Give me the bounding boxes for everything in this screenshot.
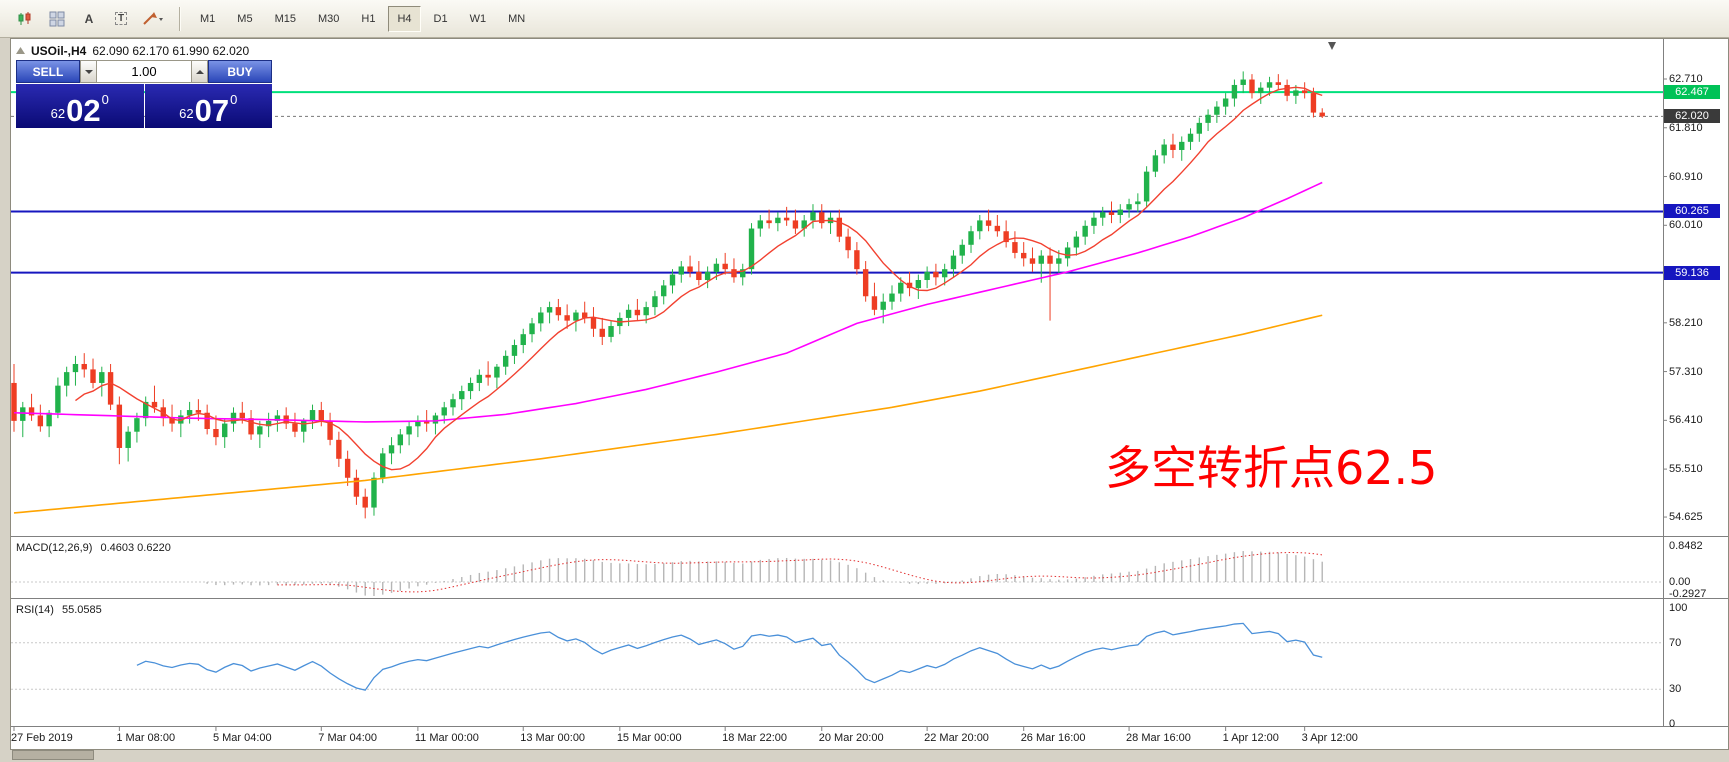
- volume-input[interactable]: [97, 60, 191, 83]
- trade-prices-row: 62 02 0 62 07 0: [16, 84, 272, 128]
- rsi-label: RSI(14) 55.0585: [16, 604, 102, 616]
- sell-button[interactable]: SELL: [16, 60, 80, 83]
- profiles-icon[interactable]: [42, 5, 72, 33]
- window-separator-macd[interactable]: [10, 535, 1729, 539]
- trade-panel-toggle-icon[interactable]: [16, 47, 25, 55]
- chevron-down-icon: [84, 69, 93, 74]
- buy-button[interactable]: BUY: [208, 60, 272, 83]
- timeframe-M30[interactable]: M30: [317, 12, 340, 25]
- font-tool-glyph: A: [84, 11, 94, 26]
- timeframe-group: M1 M5 M15 M30 H1 H4 D1 W1 MN: [191, 5, 534, 32]
- timeframe-M5[interactable]: M5: [237, 12, 253, 25]
- ma-fast-line: [75, 86, 1323, 471]
- chart-window: [10, 38, 1729, 750]
- volume-up-button[interactable]: [191, 60, 208, 83]
- candles-glyph: [18, 11, 31, 25]
- chart-header: USOil-,H4 62.090 62.170 61.990 62.020: [16, 44, 249, 58]
- timeframe-W1[interactable]: W1: [469, 12, 487, 25]
- macd-signal-line: [277, 552, 1323, 593]
- bid-price-button[interactable]: 62 02 0: [16, 84, 144, 128]
- rsi-title: RSI(14): [16, 604, 54, 616]
- one-click-trade-panel: SELL BUY 62 02 0 62 07 0: [16, 60, 272, 128]
- ma-slow-line: [13, 314, 1323, 514]
- toolbar-separator: [179, 6, 180, 31]
- main-plot: [11, 71, 1663, 519]
- arrow-glyph: [143, 11, 163, 25]
- window-separator-rsi[interactable]: [10, 597, 1729, 601]
- bottom-strip: [0, 750, 1729, 762]
- rsi-plot: [11, 622, 1663, 691]
- ohlc-readout: 62.090 62.170 61.990 62.020: [92, 44, 250, 58]
- timeframe-M1[interactable]: M1: [200, 12, 216, 25]
- timeframe-H1[interactable]: H1: [361, 12, 376, 25]
- chart-text-annotation[interactable]: 多空转折点62.5: [1105, 441, 1438, 495]
- volume-down-button[interactable]: [80, 60, 97, 83]
- shapes-tool-icon[interactable]: [138, 5, 168, 33]
- bid-pipette: 0: [101, 92, 109, 107]
- new-chart-icon[interactable]: [10, 5, 40, 33]
- timeframe-H4[interactable]: H4: [388, 5, 421, 32]
- macd-values: 0.4603 0.6220: [100, 542, 171, 554]
- text-tool-glyph: T: [114, 12, 128, 25]
- macd-title: MACD(12,26,9): [16, 542, 93, 554]
- macd-plot: [11, 551, 1663, 596]
- bid-big-digits: 02: [66, 92, 101, 128]
- font-tool-icon[interactable]: A: [74, 5, 104, 33]
- bid-prefix: 62: [50, 106, 66, 121]
- scrollbar-thumb[interactable]: [12, 750, 94, 760]
- timeframe-M15[interactable]: M15: [274, 12, 296, 25]
- macd-histogram: [206, 551, 1323, 596]
- symbol-title: USOil-,H4: [31, 44, 87, 58]
- rsi-line: [136, 622, 1323, 691]
- ask-price-button[interactable]: 62 07 0: [144, 84, 272, 128]
- timeframe-MN[interactable]: MN: [508, 12, 526, 25]
- ask-pipette: 0: [230, 92, 238, 107]
- toolbar: A T M1 M5 M15 M30 H1 H4 D1 W1 MN: [0, 0, 1729, 38]
- text-label-icon[interactable]: T: [106, 5, 136, 33]
- rsi-value: 55.0585: [61, 604, 102, 616]
- chevron-up-icon: [195, 69, 204, 74]
- ma-mid-line: [13, 181, 1323, 423]
- ask-big-digits: 07: [194, 92, 230, 128]
- trade-controls-row: SELL BUY: [16, 60, 272, 83]
- grid-glyph: [49, 11, 65, 26]
- macd-label: MACD(12,26,9) 0.4603 0.6220: [16, 542, 171, 554]
- timeframe-D1[interactable]: D1: [433, 12, 448, 25]
- ask-prefix: 62: [179, 106, 194, 121]
- chart-shift-marker: [1328, 42, 1336, 50]
